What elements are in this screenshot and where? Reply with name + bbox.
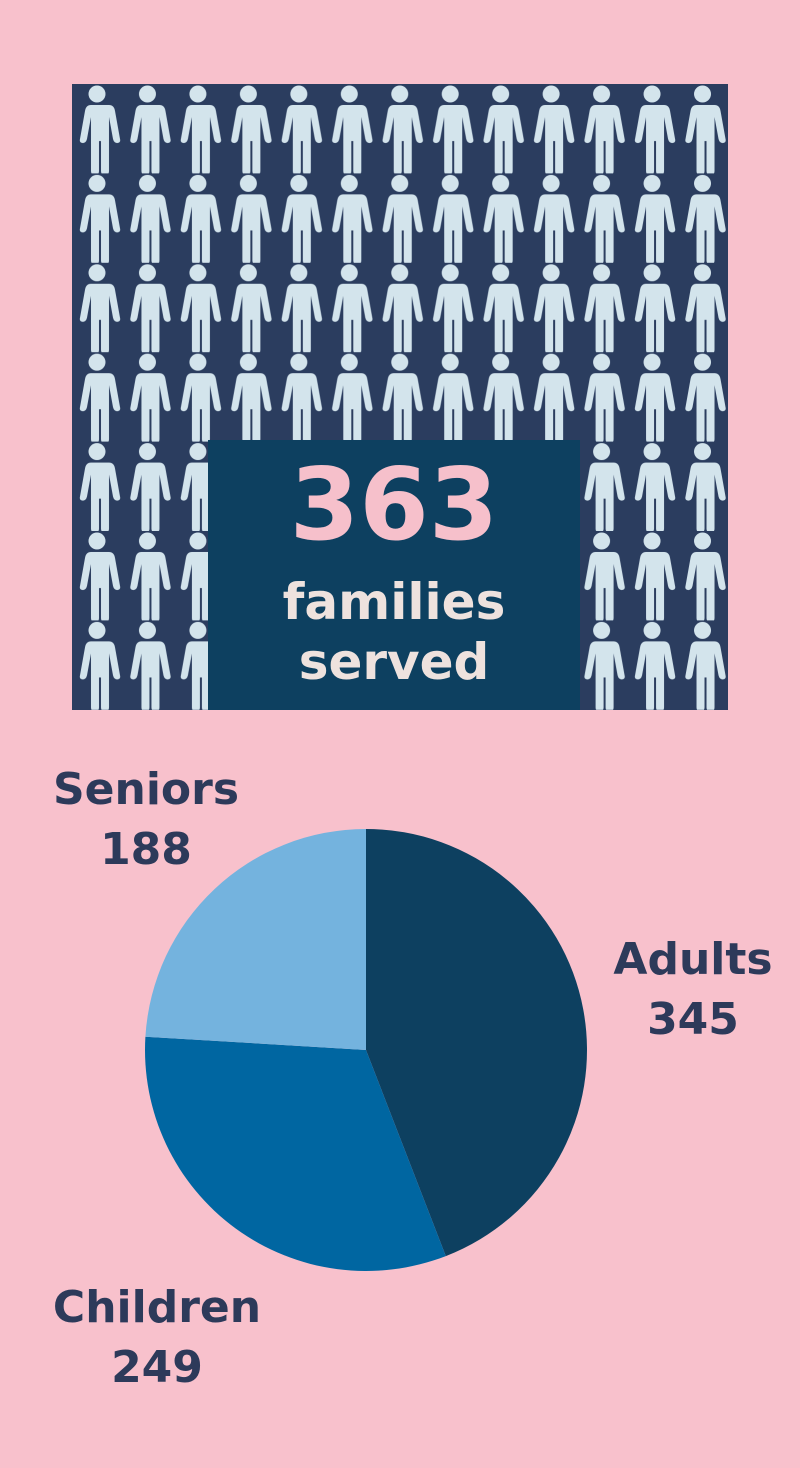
slice-label: Seniors (53, 764, 239, 815)
stat-box (208, 440, 580, 710)
slice-label: Adults (613, 934, 772, 985)
pie-slice (145, 829, 366, 1050)
pie-slice (366, 829, 588, 1257)
slice-value: 249 (111, 1342, 203, 1393)
slice-value: 188 (100, 824, 192, 875)
slice-label: Children (53, 1282, 261, 1333)
stat-value: 363 (289, 446, 499, 563)
pie-chart: Adults 345 Children 249 Seniors 188 (53, 764, 773, 1393)
pie-slice (145, 1036, 446, 1272)
stat-label: families served (282, 573, 506, 691)
slice-value: 345 (647, 994, 739, 1045)
